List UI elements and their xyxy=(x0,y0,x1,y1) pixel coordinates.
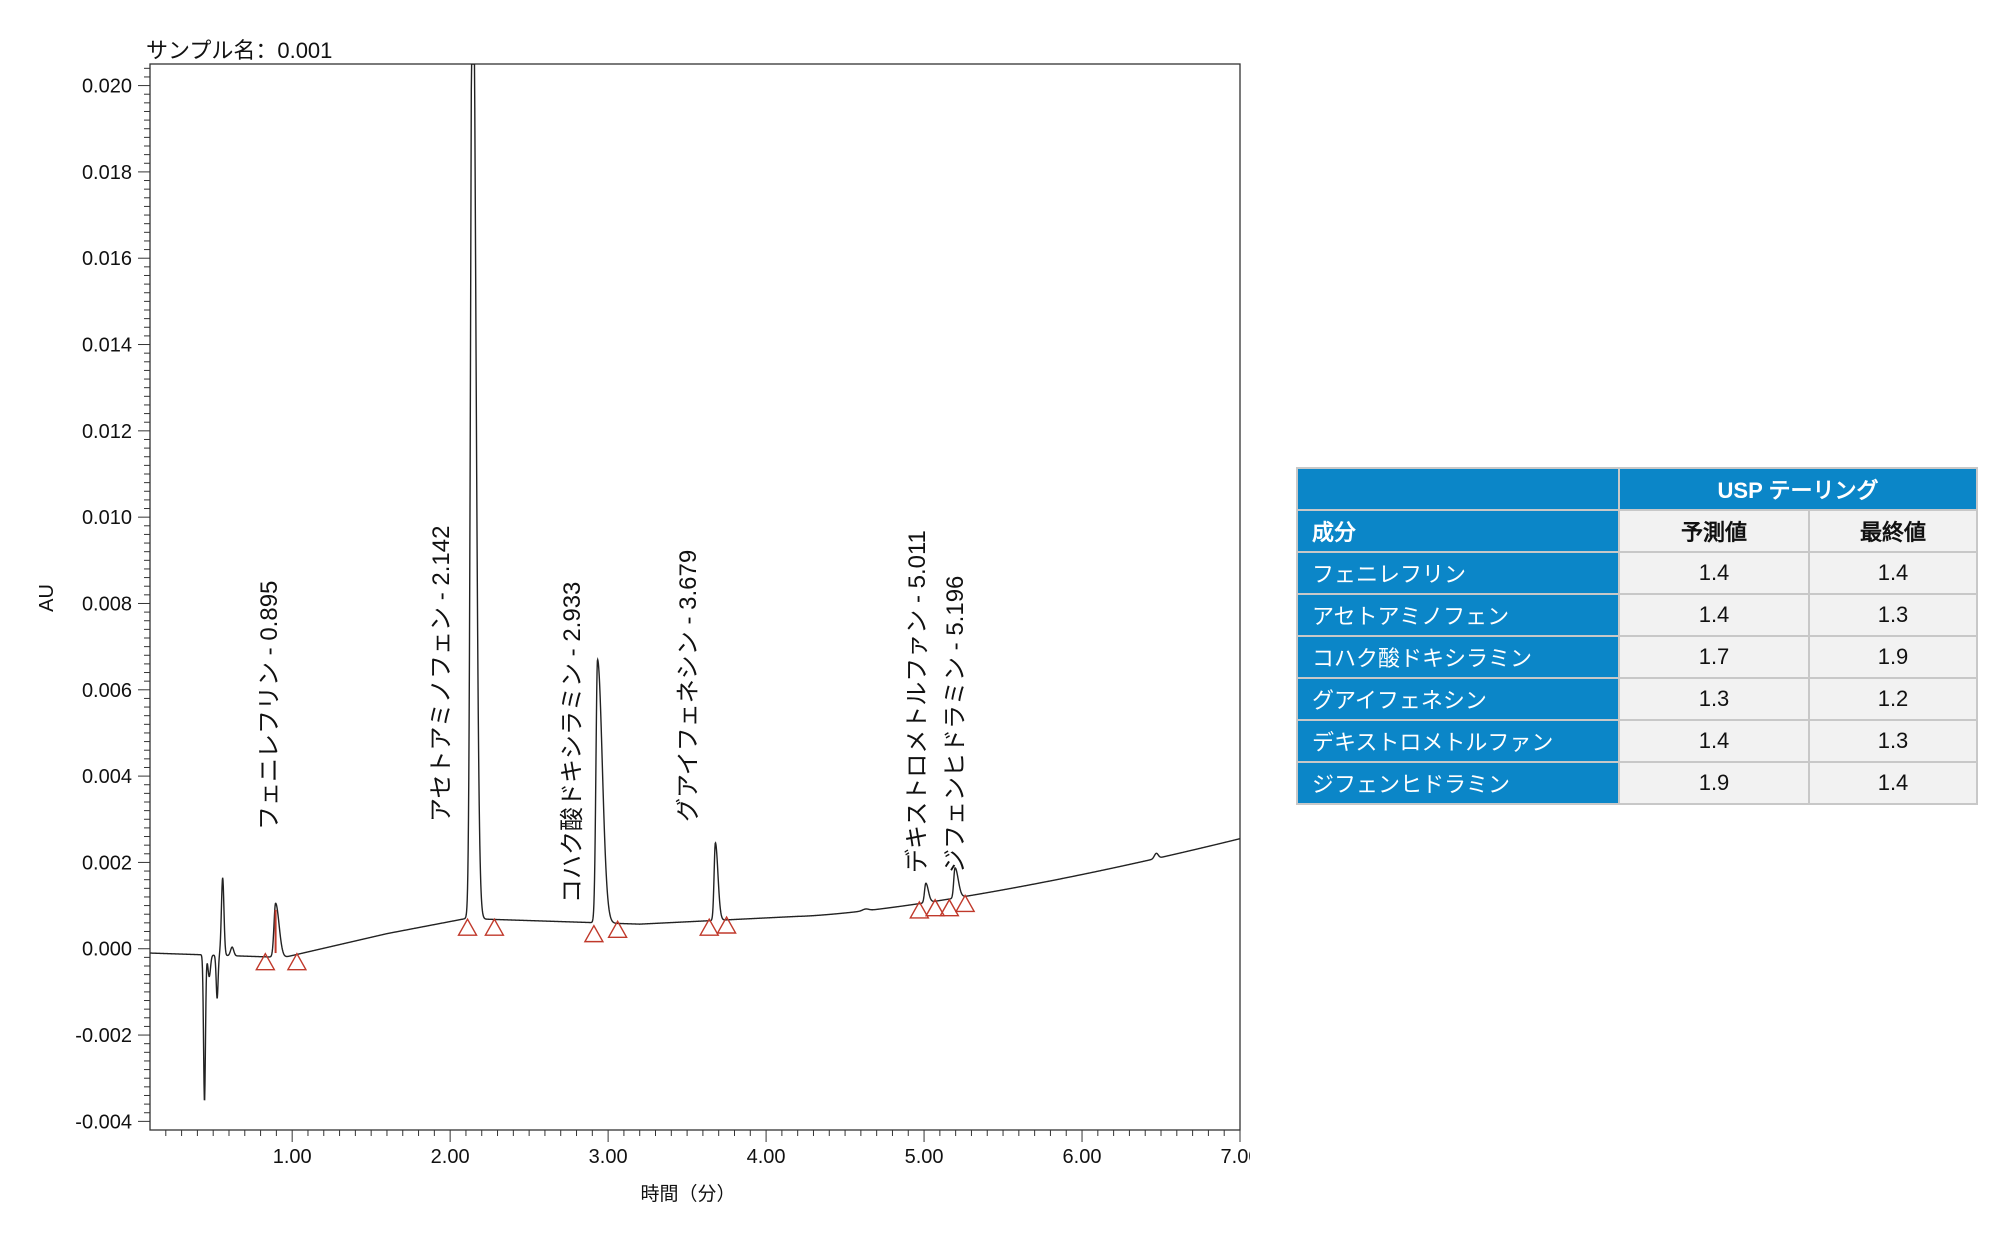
peak-label: グアイフェネシン - 3.679 xyxy=(675,550,702,822)
peak-label: フェニレフリン - 0.895 xyxy=(256,581,283,830)
header-usp-tailing: USP テーリング xyxy=(1618,467,1978,511)
chromatogram-chart: 1.00 2.00 3.00 4.00 5.00 6.00 7.00 -0.004 -0.002… xyxy=(36,63,1250,1205)
table-row: グアイフェネシン 1.3 1.2 xyxy=(1296,677,1978,721)
table-body: フェニレフリン 1.4 1.4 アセトアミノフェン 1.4 1.3 コハク酸ドキシラミン 1.… xyxy=(1296,551,1978,805)
sample-name-value: 0.001 xyxy=(277,38,333,63)
predicted-cell: 1.4 xyxy=(1618,593,1810,637)
table-row: コハク酸ドキシラミン 1.7 1.9 xyxy=(1296,635,1978,679)
x-tick-label: 3.00 xyxy=(589,1146,628,1168)
y-tick-label: 0.004 xyxy=(82,766,132,788)
predicted-cell: 1.9 xyxy=(1618,761,1810,805)
x-tick-label: 4.00 xyxy=(747,1146,786,1168)
table-header-row: USP テーリング xyxy=(1296,467,1978,511)
peak-marker xyxy=(939,898,960,917)
table-row: デキストロメトルファン 1.4 1.3 xyxy=(1296,719,1978,763)
table-subheader-row: 成分 予測値 最終値 xyxy=(1296,509,1978,553)
peak-marker xyxy=(909,900,930,919)
peak-marker xyxy=(255,952,276,971)
final-cell: 1.9 xyxy=(1808,635,1978,679)
sample-name: サンプル名：0.001 xyxy=(146,33,332,65)
component-cell: デキストロメトルファン xyxy=(1296,719,1620,763)
x-tick-label: 5.00 xyxy=(905,1146,944,1168)
y-tick-label: 0.006 xyxy=(82,680,132,702)
y-tick-label: 0.016 xyxy=(82,248,132,270)
y-tick-label: -0.004 xyxy=(75,1111,132,1133)
x-axis-label: 時間（分） xyxy=(640,1183,735,1205)
y-tick-label: 0.010 xyxy=(82,507,132,529)
final-cell: 1.2 xyxy=(1808,677,1978,721)
peak-labels: フェニレフリン - 0.895 アセトアミノフェン - 2.142 コハク酸ドキシラ… xyxy=(256,526,969,903)
peak-marker xyxy=(457,917,478,936)
x-tick-label: 2.00 xyxy=(431,1146,470,1168)
table-row: アセトアミノフェン 1.4 1.3 xyxy=(1296,593,1978,637)
peak-label: コハク酸ドキシラミン - 2.933 xyxy=(559,582,586,903)
y-tick-label: 0.002 xyxy=(82,852,132,874)
component-cell: フェニレフリン xyxy=(1296,551,1620,595)
predicted-cell: 1.4 xyxy=(1618,551,1810,595)
chromatogram-trace xyxy=(150,64,1240,1101)
predicted-cell: 1.7 xyxy=(1618,635,1810,679)
y-tick-label: 0.012 xyxy=(82,421,132,443)
y-tick-label: 0.018 xyxy=(82,162,132,184)
peak-marker xyxy=(716,915,737,934)
predicted-cell: 1.3 xyxy=(1618,677,1810,721)
peak-label: デキストロメトルファン - 5.011 xyxy=(904,530,931,873)
x-tick-label: 1.00 xyxy=(273,1146,312,1168)
plot-frame xyxy=(149,63,1241,1131)
y-tick-label: 0.008 xyxy=(82,593,132,615)
peak-marker xyxy=(583,924,605,943)
x-tick-label: 7.00 xyxy=(1221,1146,1250,1168)
peak-marker xyxy=(954,893,976,913)
final-cell: 1.3 xyxy=(1808,593,1978,637)
component-cell: アセトアミノフェン xyxy=(1296,593,1620,637)
y-axis-label: AU xyxy=(36,584,58,612)
final-cell: 1.4 xyxy=(1808,551,1978,595)
y-tick-label: 0.014 xyxy=(82,335,132,357)
y-tick-label: 0.020 xyxy=(82,76,132,98)
peak-marker xyxy=(699,917,720,936)
trace-layer xyxy=(150,64,1240,1101)
component-cell: グアイフェネシン xyxy=(1296,677,1620,721)
component-cell: ジフェンヒドラミン xyxy=(1296,761,1620,805)
header-component: 成分 xyxy=(1296,509,1620,553)
header-predicted: 予測値 xyxy=(1618,509,1810,553)
sample-name-label: サンプル名： xyxy=(146,38,278,63)
header-final: 最終値 xyxy=(1808,509,1978,553)
table-row: ジフェンヒドラミン 1.9 1.4 xyxy=(1296,761,1978,805)
y-tick-label: -0.002 xyxy=(75,1025,132,1047)
usp-tailing-table: USP テーリング 成分 予測値 最終値 フェニレフリン 1.4 1.4 アセトアミノ… xyxy=(1296,467,1978,805)
peak-marker xyxy=(286,952,308,971)
predicted-cell: 1.4 xyxy=(1618,719,1810,763)
header-blank xyxy=(1296,467,1620,511)
plot-axes: 1.00 2.00 3.00 4.00 5.00 6.00 7.00 -0.004 -0.002… xyxy=(75,63,1250,1168)
x-tick-label: 6.00 xyxy=(1063,1146,1102,1168)
y-tick-label: 0.000 xyxy=(82,939,132,961)
peak-marker xyxy=(607,919,628,939)
peak-markers xyxy=(255,893,976,971)
component-cell: コハク酸ドキシラミン xyxy=(1296,635,1620,679)
peak-label: ジフェンヒドラミン - 5.196 xyxy=(942,576,969,873)
final-cell: 1.4 xyxy=(1808,761,1978,805)
table-row: フェニレフリン 1.4 1.4 xyxy=(1296,551,1978,595)
final-cell: 1.3 xyxy=(1808,719,1978,763)
peak-marker xyxy=(484,917,505,936)
peak-label: アセトアミノフェン - 2.142 xyxy=(428,526,455,822)
peak-marker xyxy=(924,898,946,917)
